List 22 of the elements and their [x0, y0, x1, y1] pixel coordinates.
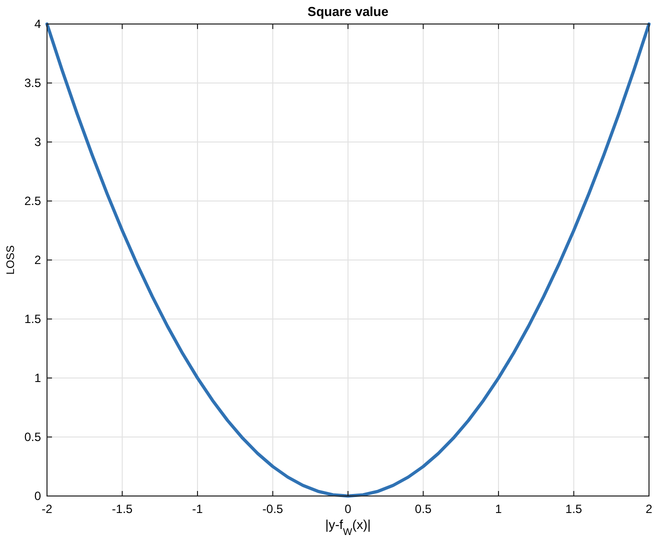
chart-title: Square value	[308, 4, 388, 19]
x-tick-label: -0.5	[262, 502, 284, 516]
x-tick-label: 0.5	[414, 502, 432, 516]
x-tick-label: -2	[42, 502, 53, 516]
x-tick-label: -1	[192, 502, 204, 516]
y-tick-label: 4	[34, 17, 42, 31]
x-axis-title: |y-f$_{W}$(x)|	[325, 517, 371, 538]
x-tick-label: 1	[495, 502, 502, 516]
y-tick-label: 1.5	[24, 312, 42, 326]
y-axis-title: LOSS	[5, 245, 17, 275]
y-tick-label: 0.5	[24, 430, 42, 444]
x-tick-label: 1.5	[565, 502, 582, 516]
y-tick-label: 2.5	[24, 194, 42, 208]
x-tick-label: 0	[344, 502, 352, 516]
y-tick-label: 3.5	[24, 76, 42, 90]
x-tick-label: 2	[646, 502, 653, 516]
line-series	[45, 22, 651, 498]
x-tick-label: -1.5	[112, 502, 133, 516]
y-tick-label: 2	[34, 253, 42, 267]
y-tick-label: 3	[34, 135, 42, 149]
y-tick-label: 1	[34, 371, 42, 385]
y-tick-label: 0	[34, 489, 42, 503]
